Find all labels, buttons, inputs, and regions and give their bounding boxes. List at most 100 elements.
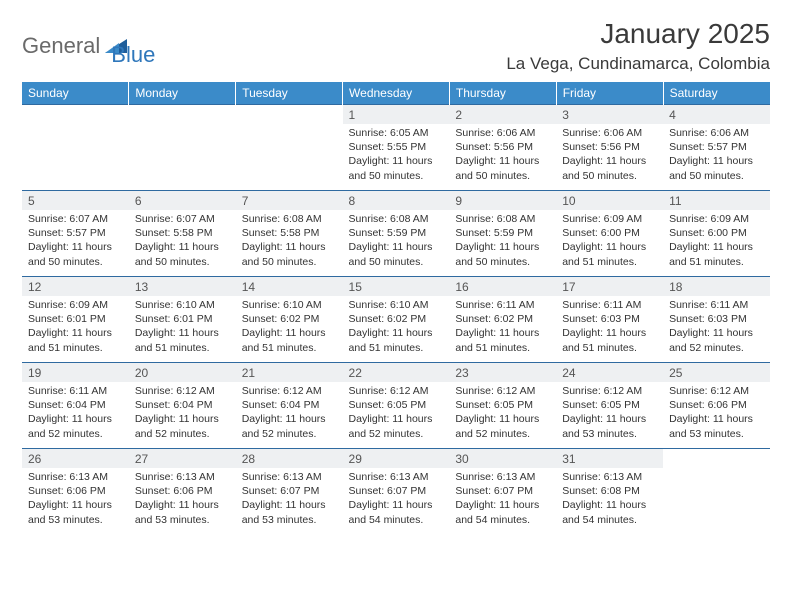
day-sr: Sunrise: 6:13 AM bbox=[28, 470, 123, 484]
calendar-cell: 18Sunrise: 6:11 AMSunset: 6:03 PMDayligh… bbox=[663, 277, 770, 363]
day-info: Sunrise: 6:12 AMSunset: 6:04 PMDaylight:… bbox=[129, 382, 236, 445]
day-d2: and 50 minutes. bbox=[242, 255, 337, 269]
day-d2: and 53 minutes. bbox=[669, 427, 764, 441]
day-d1: Daylight: 11 hours bbox=[349, 240, 444, 254]
day-d2: and 50 minutes. bbox=[349, 169, 444, 183]
day-d1: Daylight: 11 hours bbox=[669, 412, 764, 426]
location-label: La Vega, Cundinamarca, Colombia bbox=[506, 54, 770, 74]
calendar-cell: 21Sunrise: 6:12 AMSunset: 6:04 PMDayligh… bbox=[236, 363, 343, 449]
day-number: 9 bbox=[449, 191, 556, 210]
day-d2: and 51 minutes. bbox=[242, 341, 337, 355]
calendar-cell: 8Sunrise: 6:08 AMSunset: 5:59 PMDaylight… bbox=[343, 191, 450, 277]
day-d1: Daylight: 11 hours bbox=[349, 498, 444, 512]
day-number: 14 bbox=[236, 277, 343, 296]
day-sr: Sunrise: 6:10 AM bbox=[135, 298, 230, 312]
calendar-cell: 22Sunrise: 6:12 AMSunset: 6:05 PMDayligh… bbox=[343, 363, 450, 449]
day-number: 26 bbox=[22, 449, 129, 468]
day-sr: Sunrise: 6:05 AM bbox=[349, 126, 444, 140]
day-ss: Sunset: 5:57 PM bbox=[669, 140, 764, 154]
day-ss: Sunset: 6:06 PM bbox=[135, 484, 230, 498]
day-sr: Sunrise: 6:12 AM bbox=[669, 384, 764, 398]
day-sr: Sunrise: 6:08 AM bbox=[242, 212, 337, 226]
day-number: 8 bbox=[343, 191, 450, 210]
day-number: 11 bbox=[663, 191, 770, 210]
day-number: 12 bbox=[22, 277, 129, 296]
day-sr: Sunrise: 6:10 AM bbox=[242, 298, 337, 312]
brand-word2: Blue bbox=[111, 42, 155, 68]
calendar-cell-empty bbox=[663, 449, 770, 535]
calendar-cell: 31Sunrise: 6:13 AMSunset: 6:08 PMDayligh… bbox=[556, 449, 663, 535]
day-sr: Sunrise: 6:09 AM bbox=[669, 212, 764, 226]
day-sr: Sunrise: 6:12 AM bbox=[455, 384, 550, 398]
calendar-cell-empty bbox=[129, 105, 236, 191]
day-d1: Daylight: 11 hours bbox=[562, 154, 657, 168]
day-info: Sunrise: 6:11 AMSunset: 6:02 PMDaylight:… bbox=[449, 296, 556, 359]
day-sr: Sunrise: 6:07 AM bbox=[28, 212, 123, 226]
calendar-cell: 23Sunrise: 6:12 AMSunset: 6:05 PMDayligh… bbox=[449, 363, 556, 449]
day-info: Sunrise: 6:13 AMSunset: 6:06 PMDaylight:… bbox=[22, 468, 129, 531]
day-ss: Sunset: 5:59 PM bbox=[349, 226, 444, 240]
day-info: Sunrise: 6:05 AMSunset: 5:55 PMDaylight:… bbox=[343, 124, 450, 187]
day-info: Sunrise: 6:13 AMSunset: 6:07 PMDaylight:… bbox=[343, 468, 450, 531]
day-number: 30 bbox=[449, 449, 556, 468]
day-d2: and 50 minutes. bbox=[28, 255, 123, 269]
day-info: Sunrise: 6:09 AMSunset: 6:01 PMDaylight:… bbox=[22, 296, 129, 359]
day-d1: Daylight: 11 hours bbox=[135, 326, 230, 340]
day-d1: Daylight: 11 hours bbox=[562, 498, 657, 512]
calendar-cell: 28Sunrise: 6:13 AMSunset: 6:07 PMDayligh… bbox=[236, 449, 343, 535]
day-d2: and 50 minutes. bbox=[135, 255, 230, 269]
day-ss: Sunset: 6:05 PM bbox=[562, 398, 657, 412]
day-number: 2 bbox=[449, 105, 556, 124]
day-d2: and 51 minutes. bbox=[669, 255, 764, 269]
day-d2: and 52 minutes. bbox=[455, 427, 550, 441]
day-number: 20 bbox=[129, 363, 236, 382]
calendar-cell: 5Sunrise: 6:07 AMSunset: 5:57 PMDaylight… bbox=[22, 191, 129, 277]
day-d1: Daylight: 11 hours bbox=[349, 326, 444, 340]
day-sr: Sunrise: 6:12 AM bbox=[135, 384, 230, 398]
day-sr: Sunrise: 6:07 AM bbox=[135, 212, 230, 226]
day-d2: and 50 minutes. bbox=[455, 169, 550, 183]
calendar-cell: 16Sunrise: 6:11 AMSunset: 6:02 PMDayligh… bbox=[449, 277, 556, 363]
calendar-cell: 25Sunrise: 6:12 AMSunset: 6:06 PMDayligh… bbox=[663, 363, 770, 449]
day-number: 16 bbox=[449, 277, 556, 296]
day-d1: Daylight: 11 hours bbox=[242, 412, 337, 426]
day-sr: Sunrise: 6:11 AM bbox=[28, 384, 123, 398]
day-sr: Sunrise: 6:12 AM bbox=[349, 384, 444, 398]
day-number: 7 bbox=[236, 191, 343, 210]
day-info: Sunrise: 6:11 AMSunset: 6:04 PMDaylight:… bbox=[22, 382, 129, 445]
day-ss: Sunset: 6:03 PM bbox=[669, 312, 764, 326]
calendar-cell: 11Sunrise: 6:09 AMSunset: 6:00 PMDayligh… bbox=[663, 191, 770, 277]
day-d2: and 51 minutes. bbox=[562, 341, 657, 355]
calendar-cell: 3Sunrise: 6:06 AMSunset: 5:56 PMDaylight… bbox=[556, 105, 663, 191]
day-d2: and 54 minutes. bbox=[562, 513, 657, 527]
day-number: 31 bbox=[556, 449, 663, 468]
title-block: January 2025 La Vega, Cundinamarca, Colo… bbox=[506, 18, 770, 74]
calendar-cell: 27Sunrise: 6:13 AMSunset: 6:06 PMDayligh… bbox=[129, 449, 236, 535]
day-ss: Sunset: 6:05 PM bbox=[349, 398, 444, 412]
day-d2: and 52 minutes. bbox=[242, 427, 337, 441]
day-sr: Sunrise: 6:10 AM bbox=[349, 298, 444, 312]
month-title: January 2025 bbox=[506, 18, 770, 50]
day-ss: Sunset: 6:00 PM bbox=[562, 226, 657, 240]
day-info: Sunrise: 6:10 AMSunset: 6:02 PMDaylight:… bbox=[343, 296, 450, 359]
day-info: Sunrise: 6:12 AMSunset: 6:05 PMDaylight:… bbox=[449, 382, 556, 445]
calendar-cell: 6Sunrise: 6:07 AMSunset: 5:58 PMDaylight… bbox=[129, 191, 236, 277]
day-d2: and 52 minutes. bbox=[349, 427, 444, 441]
day-number: 1 bbox=[343, 105, 450, 124]
day-d2: and 53 minutes. bbox=[135, 513, 230, 527]
day-info: Sunrise: 6:07 AMSunset: 5:58 PMDaylight:… bbox=[129, 210, 236, 273]
day-number: 29 bbox=[343, 449, 450, 468]
day-sr: Sunrise: 6:13 AM bbox=[135, 470, 230, 484]
day-d1: Daylight: 11 hours bbox=[669, 240, 764, 254]
day-d1: Daylight: 11 hours bbox=[242, 326, 337, 340]
day-info: Sunrise: 6:12 AMSunset: 6:04 PMDaylight:… bbox=[236, 382, 343, 445]
weekday-header: Saturday bbox=[663, 82, 770, 105]
day-number: 21 bbox=[236, 363, 343, 382]
day-info: Sunrise: 6:09 AMSunset: 6:00 PMDaylight:… bbox=[556, 210, 663, 273]
day-d2: and 52 minutes. bbox=[28, 427, 123, 441]
day-ss: Sunset: 6:01 PM bbox=[135, 312, 230, 326]
day-sr: Sunrise: 6:08 AM bbox=[455, 212, 550, 226]
day-d1: Daylight: 11 hours bbox=[135, 240, 230, 254]
calendar-cell: 20Sunrise: 6:12 AMSunset: 6:04 PMDayligh… bbox=[129, 363, 236, 449]
day-sr: Sunrise: 6:13 AM bbox=[242, 470, 337, 484]
